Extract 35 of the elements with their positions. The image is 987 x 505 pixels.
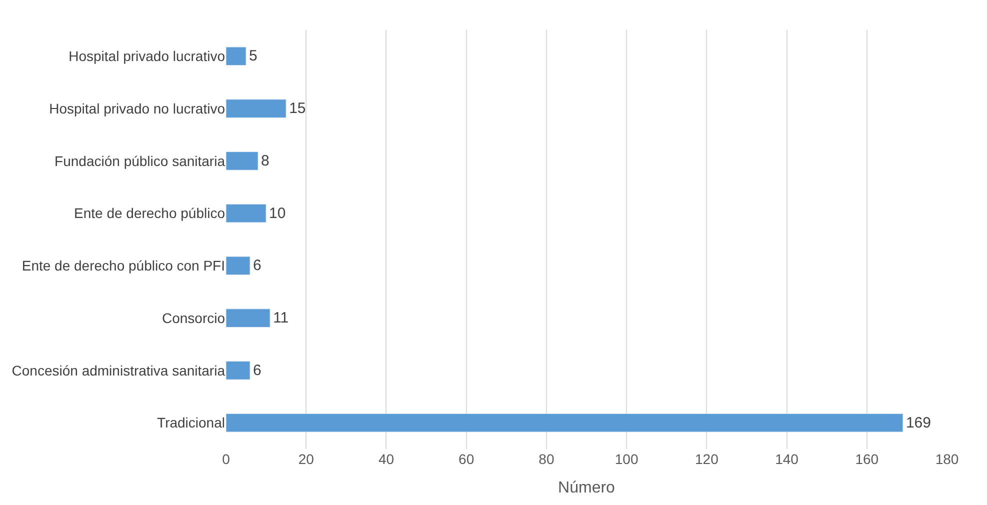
bar bbox=[226, 152, 258, 170]
data-label: 6 bbox=[253, 362, 262, 379]
x-tick-label: 40 bbox=[378, 451, 394, 467]
x-tick-label: 80 bbox=[538, 451, 554, 467]
y-tick-label: Consorcio bbox=[162, 310, 226, 326]
data-label: 10 bbox=[269, 204, 286, 222]
y-tick-label: Tradicional bbox=[157, 414, 225, 431]
x-tick-label: 100 bbox=[614, 451, 638, 467]
bar bbox=[226, 256, 250, 276]
bar bbox=[226, 413, 904, 432]
bar bbox=[226, 204, 266, 223]
data-label: 8 bbox=[261, 152, 270, 170]
bar bbox=[226, 361, 250, 380]
x-tick-label: 120 bbox=[694, 451, 719, 467]
bar bbox=[226, 308, 270, 328]
x-tick-label: 160 bbox=[855, 451, 879, 467]
x-tick-label: 0 bbox=[222, 451, 230, 467]
y-tick-label: Concesión administrativa sanitaria bbox=[12, 362, 226, 378]
y-tick-label: Fundación público sanitaria bbox=[54, 152, 226, 169]
x-tick-label: 20 bbox=[298, 451, 314, 467]
x-tick-label: 60 bbox=[458, 451, 474, 467]
y-tick-label: Ente de derecho público con PFI bbox=[22, 258, 225, 274]
bar bbox=[226, 99, 286, 118]
data-label: 169 bbox=[906, 414, 931, 432]
y-tick-label: Hospital privado lucrativo bbox=[68, 48, 226, 64]
x-tick-label: 140 bbox=[775, 451, 799, 467]
x-axis-title: Número bbox=[558, 480, 616, 497]
data-label: 6 bbox=[253, 257, 262, 274]
data-label: 5 bbox=[249, 48, 258, 65]
data-label: 11 bbox=[273, 310, 289, 327]
y-tick-label: Hospital privado no lucrativo bbox=[49, 100, 226, 116]
x-tick-label: 180 bbox=[935, 451, 959, 467]
bar bbox=[226, 46, 246, 66]
y-tick-label: Ente de derecho público bbox=[74, 205, 226, 222]
data-label: 15 bbox=[289, 100, 306, 118]
